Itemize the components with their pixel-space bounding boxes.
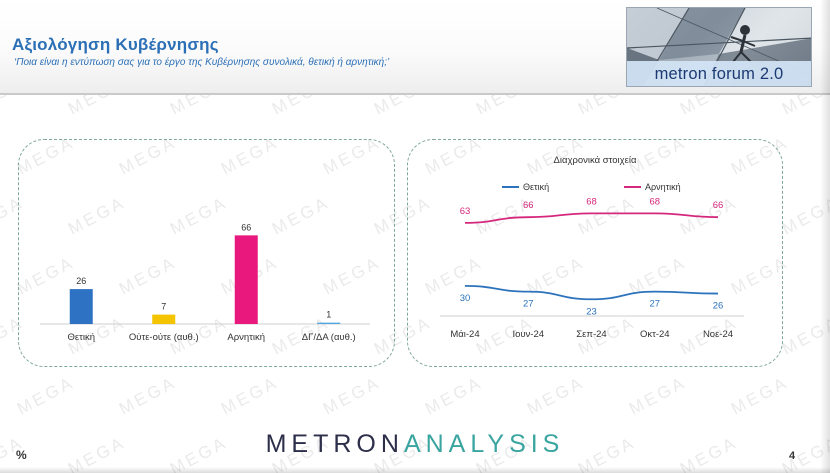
line-chart: Διαχρονικά στοιχεία Θετική Αρνητική Μάι-24 Ι… bbox=[440, 155, 744, 340]
bar-1 bbox=[152, 314, 176, 324]
bar-3 bbox=[317, 322, 341, 324]
bar-value-label: 26 bbox=[76, 276, 86, 286]
metron-forum-logo: metron forum 2.0 bbox=[626, 7, 812, 87]
percent-symbol: % bbox=[16, 448, 27, 462]
trend-chart-title: Διαχρονικά στοιχεία bbox=[554, 155, 637, 166]
trend-x-tick-label: Νοε-24 bbox=[703, 329, 733, 340]
question-subtitle: ‘Ποια είναι η εντύπωση σας για το έργο τ… bbox=[14, 57, 390, 68]
series-0-data-label: 27 bbox=[649, 299, 660, 310]
trend-x-tick-label: Μάι-24 bbox=[450, 329, 479, 340]
bar-2 bbox=[234, 235, 258, 324]
series-0-data-label: 23 bbox=[586, 306, 597, 317]
series-0-data-label: 27 bbox=[523, 299, 534, 310]
architecture-photo-icon bbox=[627, 8, 811, 86]
legend-label-0: Θετική bbox=[523, 182, 549, 192]
series-line-1 bbox=[464, 212, 719, 224]
bar-category-label: Θετική bbox=[67, 332, 95, 343]
trend-x-tick-label: Οκτ-24 bbox=[640, 329, 670, 340]
forum-label: metron forum 2.0 bbox=[627, 61, 811, 86]
logo-metron: METRON bbox=[265, 430, 404, 458]
bar-0 bbox=[69, 289, 93, 324]
trend-chart-panel bbox=[407, 139, 783, 367]
bar-value-label: 1 bbox=[326, 310, 331, 320]
metron-analysis-logo: METRONANALYSIS bbox=[0, 430, 830, 459]
series-1-data-label: 63 bbox=[460, 206, 471, 217]
page-bottom-shadow bbox=[0, 467, 830, 473]
trend-x-tick-label: Σεπ-24 bbox=[576, 329, 606, 340]
header-band: Αξιολόγηση Κυβέρνησης ‘Ποια είναι η εντύ… bbox=[0, 0, 830, 93]
bar-category-label: ΔΓ/ΔΑ (αυθ.) bbox=[302, 332, 356, 343]
page-number: 4 bbox=[789, 450, 796, 462]
legend-label-1: Αρνητική bbox=[645, 182, 681, 192]
series-line-0 bbox=[464, 285, 719, 301]
bar-chart: 26 Θετική 7 Ούτε-ούτε (αυθ.) 66 Αρνητική 1 ΔΓ/Δ… bbox=[40, 222, 370, 343]
bar-chart-panel bbox=[18, 139, 395, 367]
logo-analysis: ANALYSIS bbox=[403, 430, 565, 458]
series-1-data-label: 68 bbox=[586, 196, 597, 207]
page-title: Αξιολόγηση Κυβέρνησης bbox=[12, 35, 219, 54]
page-edge-shadow bbox=[820, 0, 830, 473]
series-1-data-label: 66 bbox=[713, 200, 724, 211]
bar-category-label: Ούτε-ούτε (αυθ.) bbox=[129, 332, 199, 343]
series-1-data-label: 68 bbox=[649, 196, 660, 207]
header-divider bbox=[0, 93, 830, 95]
series-0-data-label: 30 bbox=[460, 293, 471, 304]
bar-category-label: Αρνητική bbox=[227, 332, 265, 343]
trend-x-tick-label: Ιουν-24 bbox=[512, 329, 544, 340]
series-1-data-label: 66 bbox=[523, 200, 534, 211]
series-0-data-label: 26 bbox=[713, 301, 724, 312]
bar-value-label: 7 bbox=[161, 302, 166, 312]
bar-value-label: 66 bbox=[241, 222, 251, 232]
